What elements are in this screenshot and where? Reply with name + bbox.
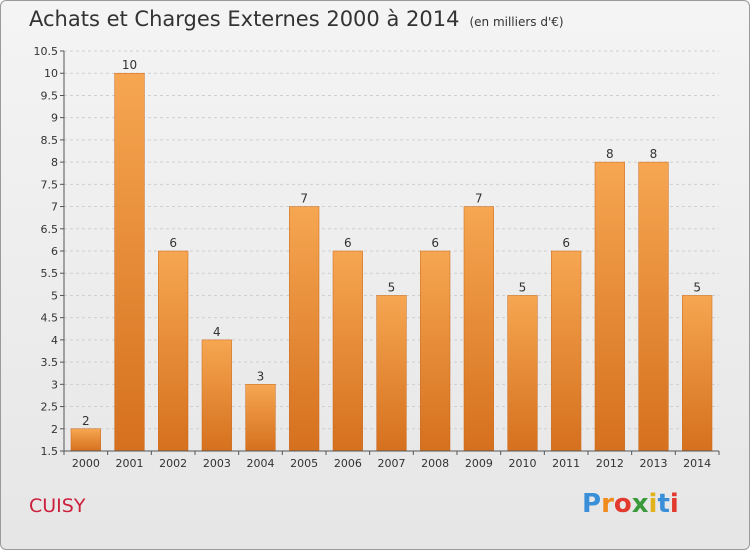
- bar-2008: [420, 250, 451, 452]
- bar-2004: [245, 384, 276, 452]
- y-tick-label: 2: [51, 423, 58, 436]
- y-tick-label: 7: [51, 201, 58, 214]
- data-label: 2: [82, 414, 90, 428]
- logo-letter: t: [657, 489, 670, 519]
- bar-2013: [638, 161, 669, 452]
- x-tick-label: 2008: [421, 457, 449, 470]
- x-tick-label: 2013: [640, 457, 668, 470]
- y-tick-label: 6: [51, 245, 58, 258]
- y-tick-label: 9: [51, 112, 58, 125]
- chart-title-text: Achats et Charges Externes 2000 à 2014: [29, 7, 460, 31]
- x-tick-label: 2005: [290, 457, 318, 470]
- data-label: 4: [213, 325, 221, 339]
- bar-2009: [463, 206, 494, 452]
- x-tick-label: 2002: [159, 457, 187, 470]
- data-label: 10: [122, 58, 137, 72]
- y-tick-label: 9.5: [41, 89, 59, 102]
- logo-letter: o: [613, 489, 632, 519]
- y-tick-label: 6.5: [41, 223, 59, 236]
- bar-2007: [376, 295, 407, 452]
- data-label: 6: [431, 236, 439, 250]
- x-axis-ticks: 2000 2001 2002 2003 2004 2005 2006 2007 2008 2009…: [63, 451, 720, 470]
- y-axis-ticks: 1.5 2 2.5 3 3.5 4 4.5 5 5.5 6 6.5 7 7.5 8 8.5 9 9.5 10 10.…: [34, 45, 64, 458]
- data-labels: 2 10 6 4 3 7 6 5 6 7 5 6 8 8 5: [82, 58, 701, 428]
- x-tick-label: 2003: [203, 457, 231, 470]
- bars: [70, 72, 713, 452]
- data-label: 5: [388, 280, 396, 294]
- bar-2005: [289, 206, 320, 452]
- bar-2003: [201, 339, 232, 452]
- x-tick-label: 2014: [683, 457, 711, 470]
- y-tick-label: 4.5: [41, 312, 59, 325]
- x-tick-label: 2004: [247, 457, 275, 470]
- chart-title: Achats et Charges Externes 2000 à 2014 (e…: [29, 7, 564, 31]
- logo-letter: i: [669, 489, 679, 519]
- y-tick-label: 3.5: [41, 356, 59, 369]
- y-tick-label: 7.5: [41, 178, 59, 191]
- x-tick-label: 2009: [465, 457, 493, 470]
- proxiti-logo: Proxiti: [582, 489, 679, 519]
- place-name: CUISY: [29, 495, 86, 517]
- x-tick-label: 2001: [116, 457, 144, 470]
- logo-letter: r: [601, 489, 614, 519]
- data-label: 5: [693, 280, 701, 294]
- x-tick-label: 2007: [378, 457, 406, 470]
- y-tick-label: 5.5: [41, 267, 59, 280]
- x-tick-label: 2012: [596, 457, 624, 470]
- y-tick-label: 2.5: [41, 401, 59, 414]
- bar-2011: [551, 250, 582, 452]
- bar-2001: [114, 72, 145, 452]
- data-label: 7: [300, 192, 308, 206]
- bar-2010: [507, 295, 538, 452]
- data-label: 5: [519, 280, 527, 294]
- x-tick-label: 2011: [552, 457, 580, 470]
- data-label: 6: [344, 236, 352, 250]
- y-tick-label: 4: [51, 334, 58, 347]
- bar-2006: [332, 250, 363, 452]
- bar-2002: [158, 250, 189, 452]
- data-label: 8: [606, 147, 614, 161]
- y-tick-label: 5: [51, 289, 58, 302]
- logo-letter: x: [631, 489, 649, 519]
- bar-2012: [594, 161, 625, 452]
- data-label: 3: [257, 369, 265, 383]
- x-tick-label: 2010: [509, 457, 537, 470]
- data-label: 8: [650, 147, 658, 161]
- x-tick-label: 2006: [334, 457, 362, 470]
- y-tick-label: 3: [51, 378, 58, 391]
- y-tick-label: 8: [51, 156, 58, 169]
- data-label: 6: [169, 236, 177, 250]
- y-tick-label: 10: [44, 67, 58, 80]
- data-label: 6: [562, 236, 570, 250]
- y-tick-label: 10.5: [34, 45, 59, 58]
- logo-letter: i: [648, 489, 658, 519]
- logo-letter: P: [582, 489, 602, 519]
- bar-2014: [682, 295, 713, 452]
- bar-2000: [70, 428, 101, 452]
- data-label: 7: [475, 192, 483, 206]
- x-tick-label: 2000: [72, 457, 100, 470]
- y-tick-label: 1.5: [41, 445, 59, 458]
- y-tick-label: 8.5: [41, 134, 59, 147]
- chart-subtitle: (en milliers d'€): [469, 15, 564, 29]
